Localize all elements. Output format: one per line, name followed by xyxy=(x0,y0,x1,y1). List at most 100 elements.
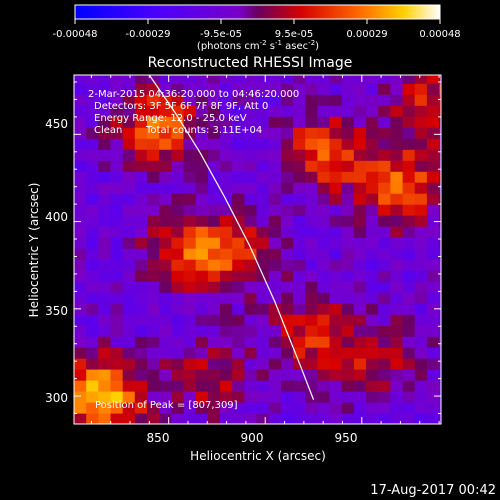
heatmap-cell xyxy=(183,138,197,150)
heatmap-cell xyxy=(293,182,306,194)
heatmap-cell xyxy=(256,193,270,205)
heatmap-cell xyxy=(317,380,331,392)
heatmap-cell xyxy=(353,259,367,271)
heatmap-cell xyxy=(122,402,136,414)
heatmap-cell xyxy=(207,75,221,84)
heatmap-cell xyxy=(366,336,379,348)
heatmap-cell xyxy=(195,105,209,117)
heatmap-cell xyxy=(378,413,391,424)
heatmap-cell xyxy=(207,336,221,348)
heatmap-cell xyxy=(426,237,440,249)
heatmap-cell xyxy=(159,138,172,150)
heatmap-cell xyxy=(341,369,355,381)
colorbar-unit-label: (photons cm-2 s-1 asec-2) xyxy=(197,39,319,52)
heatmap-cell xyxy=(280,83,294,95)
heatmap-cell xyxy=(147,116,160,128)
heatmap-cell xyxy=(341,75,355,84)
heatmap-cell xyxy=(171,138,185,150)
heatmap-cell xyxy=(402,347,416,359)
heatmap-cell xyxy=(317,138,331,150)
heatmap-cell xyxy=(268,226,282,238)
heatmap-cell xyxy=(98,281,112,293)
heatmap-cell xyxy=(220,303,233,315)
heatmap-cell xyxy=(244,347,258,359)
heatmap-cell xyxy=(147,83,160,95)
heatmap-cell xyxy=(341,270,355,282)
heatmap-cell xyxy=(378,75,391,84)
heatmap-cell xyxy=(171,105,185,117)
heatmap-cell xyxy=(268,314,282,326)
heatmap-cell xyxy=(280,75,294,84)
heatmap-cell xyxy=(122,116,136,128)
heatmap-cell xyxy=(402,94,416,106)
heatmap-cell xyxy=(366,303,379,315)
heatmap-cell xyxy=(317,402,331,414)
heatmap-cell xyxy=(122,336,136,348)
heatmap-cell xyxy=(402,127,416,139)
heatmap-cell xyxy=(426,149,440,161)
heatmap-cell xyxy=(159,83,172,95)
heatmap-cell xyxy=(268,75,282,84)
heatmap-cell xyxy=(426,358,440,370)
heatmap-cell xyxy=(86,391,99,403)
heatmap-cell xyxy=(341,402,355,414)
heatmap-cell xyxy=(74,314,87,326)
heatmap-cell xyxy=(426,182,440,194)
heatmap-cell xyxy=(122,215,136,227)
heatmap-cell xyxy=(220,270,233,282)
heatmap-cell xyxy=(280,303,294,315)
heatmap-cell xyxy=(98,270,112,282)
heatmap-cell xyxy=(183,116,197,128)
heatmap-cell xyxy=(426,281,440,293)
heatmap-cell xyxy=(220,160,233,172)
heatmap-cell xyxy=(183,303,197,315)
heatmap-cell xyxy=(122,138,136,150)
heatmap-cell xyxy=(147,215,160,227)
heatmap-cell xyxy=(147,314,160,326)
heatmap-cell xyxy=(171,160,185,172)
heatmap-cell xyxy=(110,259,124,271)
heatmap-cell xyxy=(341,105,355,117)
heatmap-cell xyxy=(329,83,343,95)
heatmap-cell xyxy=(366,413,379,424)
heatmap-cell xyxy=(305,248,318,260)
heatmap-cell xyxy=(378,380,391,392)
heatmap-cell xyxy=(171,413,185,424)
heatmap-cell xyxy=(280,391,294,403)
heatmap-cell xyxy=(426,204,440,216)
heatmap-cell xyxy=(207,193,221,205)
heatmap-cell xyxy=(195,116,209,128)
heatmap-cell xyxy=(329,314,343,326)
heatmap-cell xyxy=(134,413,148,424)
heatmap-cell xyxy=(317,237,331,249)
heatmap-cell xyxy=(366,149,379,161)
heatmap-cell xyxy=(317,226,331,238)
heatmap-cell xyxy=(378,259,391,271)
heatmap-cell xyxy=(159,127,172,139)
heatmap-cell xyxy=(390,226,404,238)
heatmap-cell xyxy=(171,314,185,326)
heatmap-cell xyxy=(329,75,343,84)
heatmap-cell xyxy=(207,391,221,403)
heatmap-cell xyxy=(74,226,87,238)
heatmap-cell xyxy=(378,171,391,183)
heatmap-cell xyxy=(402,215,416,227)
heatmap-cell xyxy=(268,380,282,392)
heatmap-cell xyxy=(353,358,367,370)
heatmap-cell xyxy=(171,171,185,183)
heatmap-cell xyxy=(122,237,136,249)
heatmap-cell xyxy=(147,226,160,238)
heatmap-cell xyxy=(86,281,99,293)
heatmap-cell xyxy=(439,83,441,95)
heatmap-cell xyxy=(293,160,306,172)
heatmap-cell xyxy=(268,292,282,304)
x-axis-label: Heliocentric X (arcsec) xyxy=(190,449,326,463)
heatmap-cell xyxy=(195,259,209,271)
heatmap-cell xyxy=(268,303,282,315)
heatmap-cell xyxy=(439,391,441,403)
heatmap-cell xyxy=(98,204,112,216)
heatmap-cell xyxy=(98,380,112,392)
heatmap-cell xyxy=(232,116,245,128)
heatmap-cell xyxy=(293,391,306,403)
heatmap-cell xyxy=(110,94,124,106)
